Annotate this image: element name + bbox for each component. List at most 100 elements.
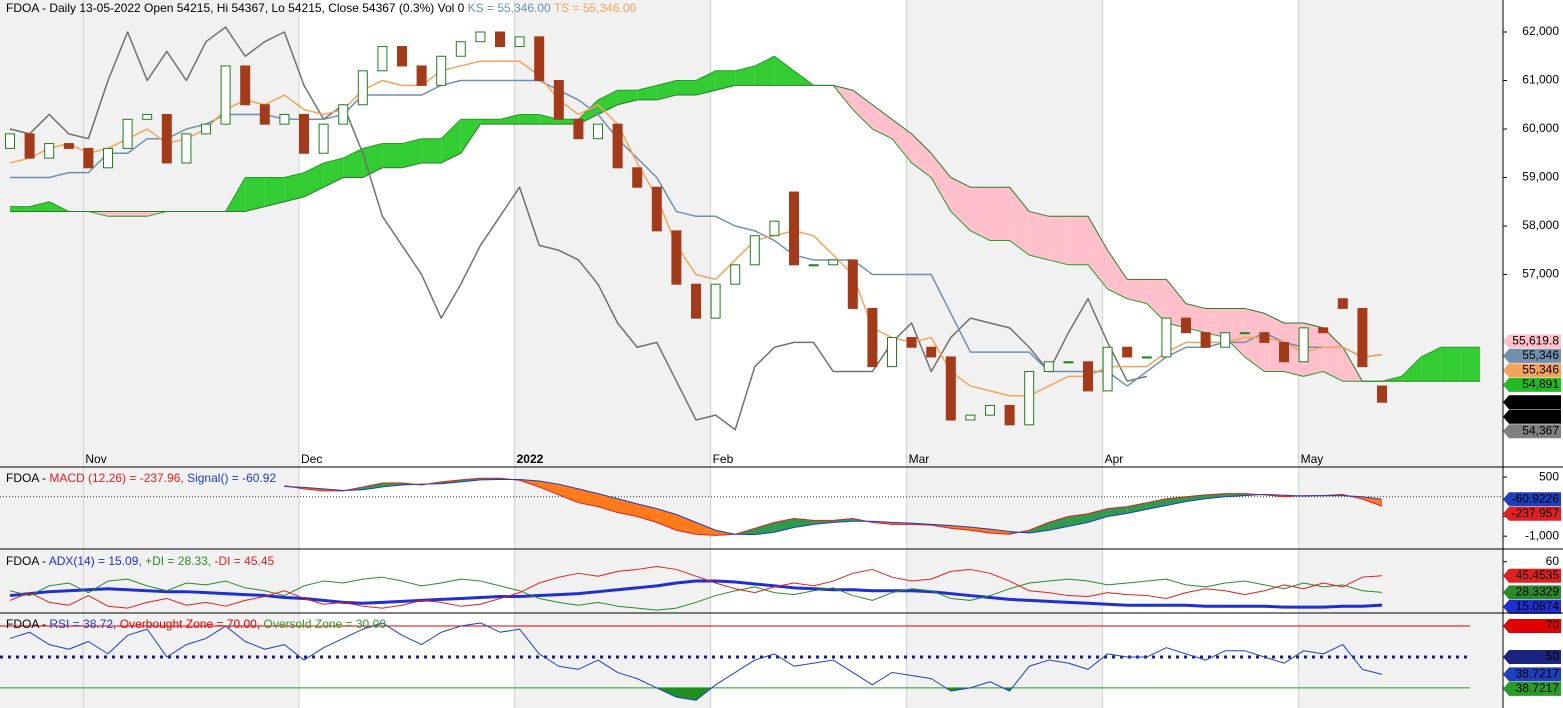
candle <box>514 36 525 48</box>
y-tick-label: 500 <box>1539 469 1559 483</box>
candle <box>945 356 956 421</box>
value-marker-label: 54,367 <box>1522 394 1559 408</box>
macd-fill <box>1362 496 1382 507</box>
value-marker <box>1503 334 1561 349</box>
cloud-segment <box>1421 347 1441 382</box>
span-b-line <box>10 84 1480 382</box>
candle <box>1063 361 1074 364</box>
indicator-line <box>10 79 1383 387</box>
macd-fill <box>676 514 696 535</box>
y-tick-label: -1,000 <box>1525 528 1559 542</box>
candle <box>1043 361 1054 372</box>
cloud-segment <box>1225 308 1245 357</box>
candle <box>83 147 94 169</box>
cloud-segment <box>1048 216 1069 265</box>
macd-line <box>284 478 1383 536</box>
y-tick-label: 59,000 <box>1522 170 1559 184</box>
value-marker <box>1503 424 1561 439</box>
macd-fill <box>578 488 598 507</box>
cloud-segment <box>264 177 285 207</box>
candle <box>357 70 368 106</box>
candle <box>828 259 839 266</box>
x-tick-label: Feb <box>713 452 734 466</box>
cloud-segment <box>245 177 265 212</box>
legend-entry: Overbought Zone = 70.00, <box>116 617 260 631</box>
macd-fill <box>362 483 383 490</box>
candle <box>1337 298 1348 309</box>
candle <box>926 346 937 358</box>
candle <box>318 123 329 154</box>
x-tick-label: Nov <box>85 452 106 466</box>
x-tick-label: Dec <box>301 452 322 466</box>
candle <box>377 46 388 72</box>
cloud-segment <box>1460 347 1480 382</box>
indicator-line <box>9 60 1383 397</box>
candle <box>808 264 819 267</box>
candle <box>259 104 270 125</box>
cloud-segment <box>950 177 971 231</box>
cloud-segment <box>343 148 363 178</box>
value-marker-label: 15.0874 <box>1516 599 1560 613</box>
cloud-segment <box>1146 279 1167 323</box>
candle <box>338 104 349 125</box>
cloud-segment <box>402 138 422 168</box>
value-marker <box>1503 492 1561 507</box>
candle <box>181 133 192 164</box>
candle <box>1161 317 1172 358</box>
cloud-segment <box>1029 211 1049 260</box>
candle <box>612 123 623 169</box>
cloud-segment <box>539 114 559 125</box>
value-marker-label: 54,891 <box>1522 377 1559 391</box>
title: FDOA - <box>6 554 46 568</box>
candle <box>103 147 113 169</box>
oversold-fill <box>10 687 1382 701</box>
y-tick-label: 58,000 <box>1522 218 1559 232</box>
cloud-segment <box>108 211 128 217</box>
candle <box>44 143 55 159</box>
candle <box>24 133 35 159</box>
value-marker-label: -60.9226 <box>1512 491 1560 505</box>
candle <box>142 113 153 120</box>
candle <box>397 46 407 67</box>
candle <box>769 220 780 237</box>
candle <box>1024 370 1035 426</box>
cloud-segment <box>284 172 304 202</box>
candle <box>220 65 231 125</box>
candle <box>1279 341 1289 363</box>
title: FDOA - Daily 13-05-2022 Open 54215, Hi 5… <box>6 1 465 15</box>
value-marker-label: 55,346 <box>1522 348 1559 362</box>
candle <box>553 80 564 120</box>
candle <box>985 404 995 416</box>
title: FDOA - <box>6 471 46 485</box>
cloud-segment <box>578 99 598 125</box>
candle <box>651 186 662 232</box>
cloud-segment <box>304 162 324 197</box>
y-tick-label: 60,000 <box>1522 121 1559 135</box>
macd-fill <box>558 484 579 503</box>
x-tick-label: Mar <box>909 452 930 466</box>
candle <box>632 167 643 188</box>
candle <box>534 36 545 82</box>
value-marker <box>1503 681 1561 696</box>
lagging-span <box>9 26 1147 431</box>
value-marker-label: 38.7217 <box>1516 667 1560 681</box>
candle <box>436 55 447 86</box>
cloud-segment <box>1166 279 1186 328</box>
macd-fill <box>1088 508 1108 523</box>
macd-fill <box>1127 502 1147 514</box>
candle <box>1122 346 1133 358</box>
macd-fill <box>1146 498 1167 510</box>
legend-entry: MACD (12,26) = -237.96, <box>46 471 184 485</box>
candle <box>122 118 133 149</box>
value-marker-label: 55,619.8 <box>1512 334 1559 348</box>
cloud-segment <box>460 119 481 154</box>
cloud-segment <box>1440 347 1461 382</box>
candle <box>299 113 309 154</box>
value-marker-label: 28.3329 <box>1516 585 1560 599</box>
cloud-segment <box>715 70 736 91</box>
candle <box>1141 356 1152 359</box>
rsi-line <box>9 622 1383 701</box>
cloud-segment <box>696 70 716 96</box>
macd-fill <box>794 518 814 528</box>
